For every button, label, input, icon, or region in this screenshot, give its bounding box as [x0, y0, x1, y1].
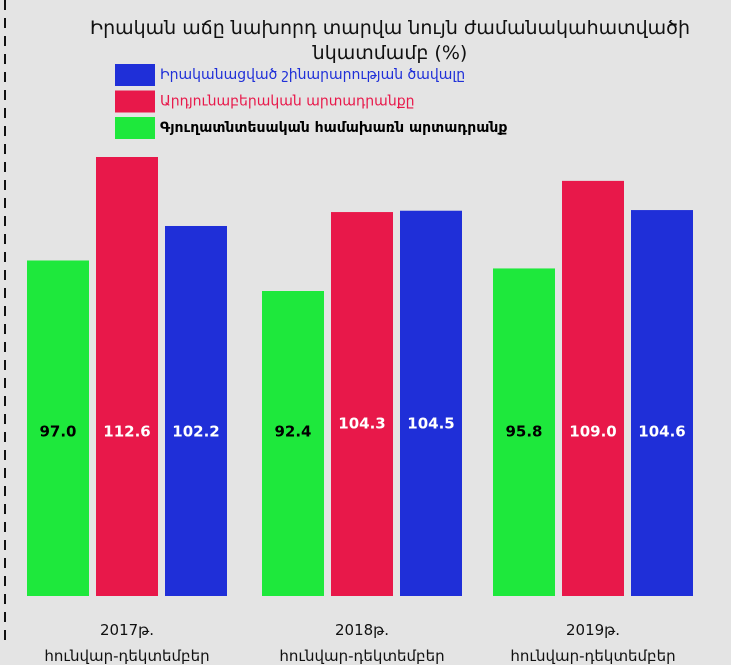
bar [331, 212, 393, 597]
x-tick-label: 2019թ. հունվար-դեկտեմբեր [510, 621, 676, 665]
value-label: 112.6 [103, 423, 150, 441]
value-label: 109.0 [569, 423, 616, 441]
x-tick-label: 2017թ. հունվար-դեկտեմբեր [44, 621, 210, 665]
value-label: 95.8 [505, 423, 542, 441]
bar [262, 291, 324, 596]
bar [493, 268, 555, 596]
legend-swatch [115, 64, 155, 86]
chart-title: Իրական աճը նախորդ տարվա նույն ժամանակահա… [90, 17, 690, 64]
bar [27, 260, 89, 596]
value-label: 102.2 [172, 423, 219, 441]
legend-label: Իրականացված շինարարության ծավալը [160, 67, 465, 83]
bar [165, 225, 227, 596]
x-tick-label: 2018թ. հունվար-դեկտեմբեր [279, 621, 445, 665]
value-label: 92.4 [274, 423, 311, 441]
value-label: 104.6 [638, 423, 685, 441]
legend-swatch [115, 117, 155, 139]
bar [96, 157, 158, 596]
value-label: 104.5 [407, 415, 454, 433]
bar [400, 210, 462, 596]
bar [631, 210, 693, 596]
value-label: 97.0 [39, 423, 76, 441]
value-label: 104.3 [338, 415, 385, 433]
bar [562, 180, 624, 596]
legend-swatch [115, 90, 155, 113]
legend-label: Գյուղատնտեսական համախառն արտադրանք [160, 120, 507, 136]
legend-label: Արդյունաբերական արտադրանքը [160, 94, 414, 110]
